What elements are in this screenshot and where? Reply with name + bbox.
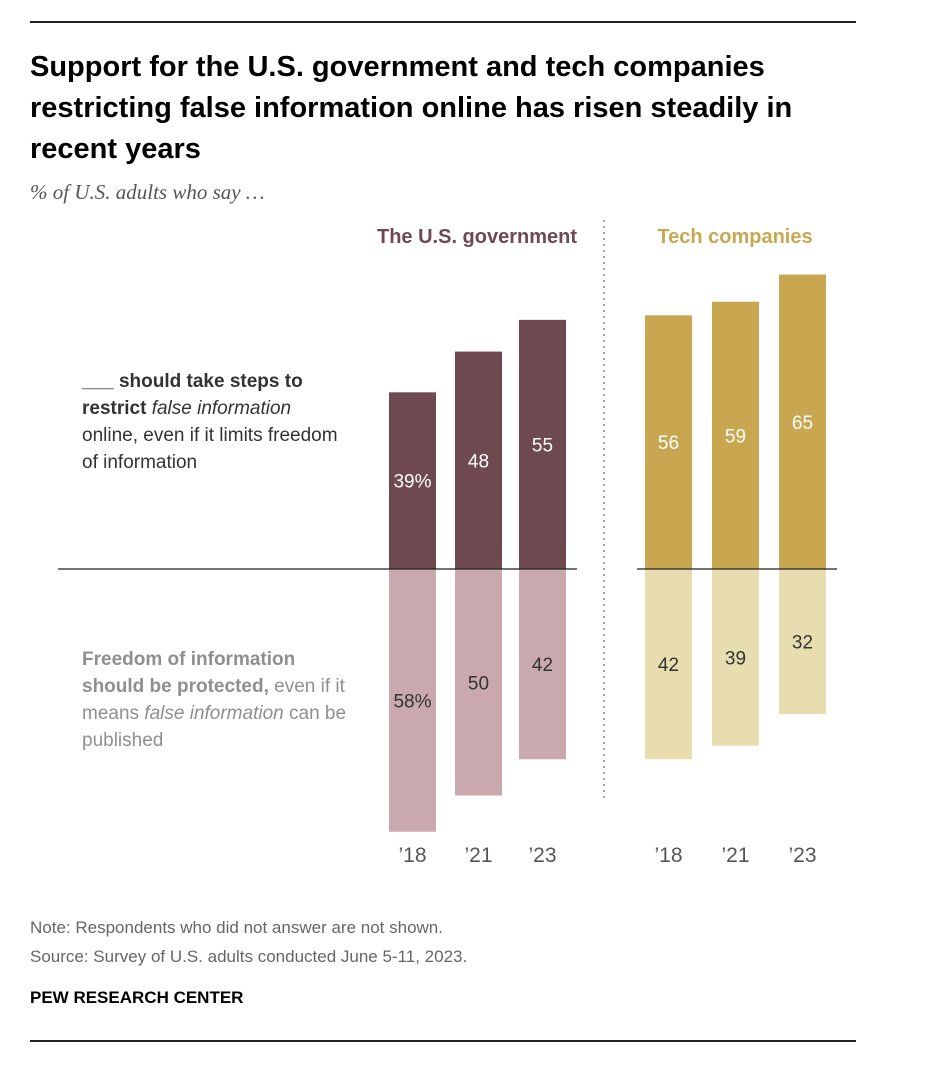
- bottom-rule: [30, 1040, 856, 1042]
- freedom-row-label: Freedom of information should be protect…: [82, 646, 352, 754]
- label-restrict-1-2: 65: [792, 413, 813, 434]
- label-freedom-0-0: 58%: [393, 691, 431, 712]
- credit: PEW RESEARCH CENTER: [30, 988, 244, 1007]
- bar-freedom-1-0: [645, 569, 692, 760]
- x-tick-1-0: ’18: [654, 844, 682, 867]
- label-freedom-1-1: 39: [725, 648, 746, 669]
- x-tick-0-0: ’18: [398, 844, 426, 867]
- bar-restrict-1-2: [779, 274, 826, 569]
- x-tick-0-2: ’23: [528, 844, 556, 867]
- chart-subtitle: % of U.S. adults who say …: [30, 180, 265, 204]
- bar-freedom-1-2: [779, 569, 826, 714]
- chart-svg: The U.S. government 39% 58% ’18 48 50 ’21 55 42 ’…: [58, 220, 837, 867]
- label-restrict-1-0: 56: [658, 433, 679, 454]
- freedom-text1: even if it means: [82, 676, 345, 724]
- restrict-rest: online, even if it limits freedom of inf…: [82, 425, 338, 473]
- restrict-blank: ___: [82, 371, 114, 392]
- restrict-italic: false information: [146, 398, 292, 419]
- bar-freedom-0-2: [519, 569, 566, 760]
- chart-title: Support for the U.S. government and tech…: [30, 51, 793, 165]
- label-restrict-0-2: 55: [532, 435, 553, 456]
- top-rule: [30, 21, 856, 23]
- bar-freedom-0-0: [389, 569, 436, 832]
- bar-freedom-1-1: [712, 569, 759, 746]
- label-restrict-0-1: 48: [468, 451, 489, 472]
- freedom-bold: Freedom of information should be protect…: [82, 649, 296, 697]
- label-restrict-0-0: 39%: [393, 472, 431, 493]
- freedom-text2: can be published: [82, 703, 347, 751]
- restrict-bold: should take steps to restrict: [82, 371, 303, 419]
- x-tick-1-2: ’23: [788, 844, 816, 867]
- bar-restrict-1-0: [645, 315, 692, 569]
- freedom-italic: false information: [139, 703, 284, 724]
- x-tick-0-1: ’21: [464, 844, 492, 867]
- restrict-row-label: ___ should take steps to restrict false …: [82, 368, 352, 476]
- x-tick-1-1: ’21: [721, 844, 749, 867]
- note: Note: Respondents who did not answer are…: [30, 918, 443, 937]
- label-freedom-0-1: 50: [468, 673, 489, 694]
- bar-restrict-0-2: [519, 319, 566, 569]
- label-freedom-1-0: 42: [658, 655, 679, 676]
- panel-title-1: Tech companies: [657, 226, 812, 248]
- source: Source: Survey of U.S. adults conducted …: [30, 947, 468, 966]
- label-restrict-1-1: 59: [725, 426, 746, 447]
- bar-restrict-0-1: [455, 351, 502, 569]
- bar-restrict-0-0: [389, 392, 436, 569]
- bar-restrict-1-1: [712, 301, 759, 569]
- panel-title-0: The U.S. government: [377, 226, 577, 248]
- bar-freedom-0-1: [455, 569, 502, 796]
- label-freedom-0-2: 42: [532, 655, 553, 676]
- label-freedom-1-2: 32: [792, 632, 813, 653]
